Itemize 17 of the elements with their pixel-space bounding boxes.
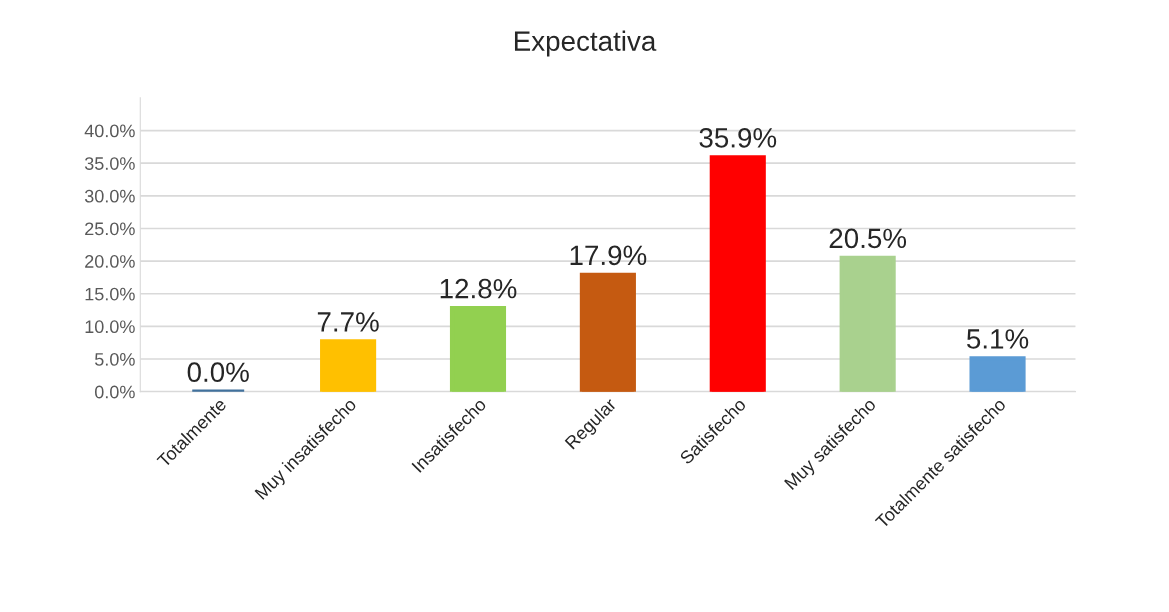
y-tick-label: 5.0% [94,352,135,366]
data-label: 12.8% [440,278,517,299]
y-tick-label: 15.0% [85,287,135,301]
y-tick-label: 20.0% [85,255,135,268]
data-label: 20.5% [829,228,907,249]
y-tick-label: 0.0% [94,385,135,399]
y-tick-label: 10.0% [85,320,135,334]
y-tick-label: 30.0% [84,189,135,203]
y-tick-label: 35.0% [84,157,135,170]
data-label: 35.9% [699,128,777,148]
chart-title: Expectativa [514,30,657,57]
data-label: 17.9% [570,245,647,266]
data-label: 5.1% [967,329,1029,349]
data-label: 0.0% [187,362,249,383]
y-tick-label: 40.0% [84,124,135,138]
y-tick-label: 25.0% [85,222,135,236]
data-label: 7.7% [317,312,379,332]
